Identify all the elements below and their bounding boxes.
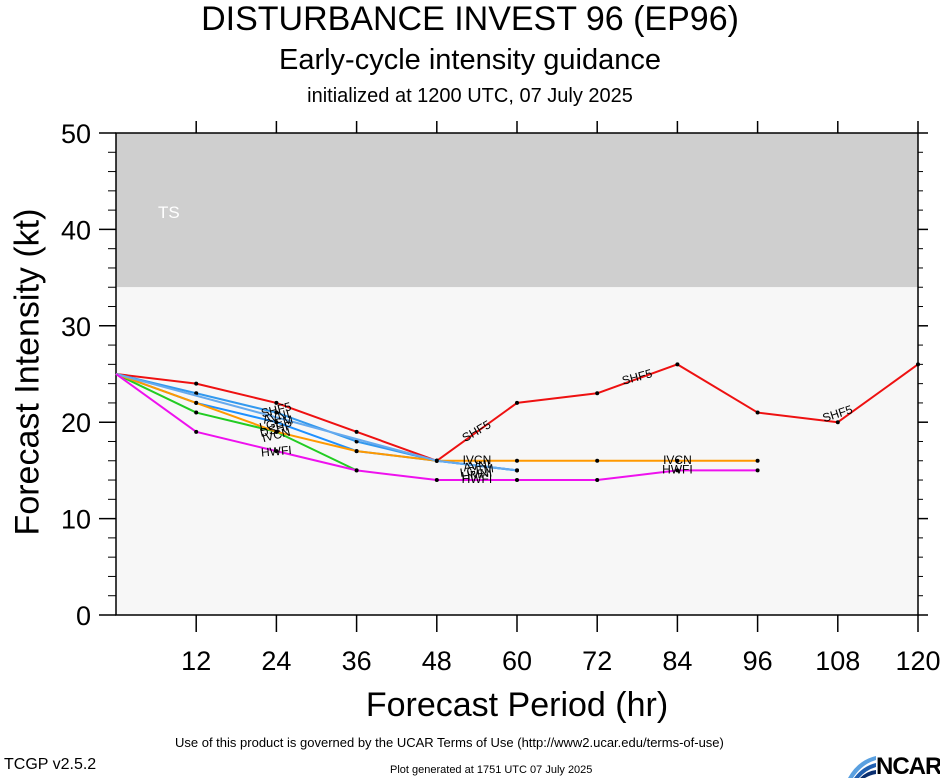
x-tick-label: 48: [422, 646, 452, 676]
intensity-band-ts: [116, 133, 918, 288]
model-label-ivcn: IVCN: [663, 453, 692, 467]
series-point-ivcn: [274, 429, 279, 434]
series-point-shf5: [835, 420, 840, 425]
model-label-avni: AVNI: [462, 457, 491, 475]
series-point-ivcn: [194, 400, 199, 405]
series-point-hmni: [515, 468, 519, 473]
series-point-dshp: [194, 410, 199, 415]
series-point-shf5: [916, 362, 920, 367]
y-tick-label: 50: [61, 119, 91, 149]
chart-title: DISTURBANCE INVEST 96 (EP96): [201, 0, 739, 38]
series-point-shf5: [274, 400, 279, 405]
x-tick-label: 60: [502, 646, 532, 676]
model-label-hwfi: HWFI: [260, 443, 292, 460]
series-point-avni: [354, 439, 359, 444]
band-label-ts: TS: [158, 203, 180, 222]
series-point-shf5: [755, 410, 760, 415]
series-point-hwfi: [515, 478, 519, 483]
series-point-ivcn: [595, 458, 600, 463]
x-tick-label: 96: [743, 646, 773, 676]
x-tick-label: 24: [261, 646, 291, 676]
x-tick-label: 108: [815, 646, 860, 676]
x-tick-label: 72: [582, 646, 612, 676]
chart-subtitle: Early-cycle intensity guidance: [278, 44, 661, 76]
ncar-logo: NCAR: [846, 752, 940, 780]
series-line-dshp: [115, 373, 358, 472]
series-point-shf5: [595, 391, 600, 396]
series-point-avni: [194, 391, 199, 396]
series-point-lgem: [274, 420, 279, 425]
model-label-ivcn: IVCN: [463, 453, 492, 467]
series-point-hwfi: [354, 468, 359, 473]
series-point-ivcn: [354, 449, 359, 454]
x-tick-label: 120: [895, 646, 940, 676]
init-time: initialized at 1200 UTC, 07 July 2025: [307, 85, 633, 107]
series-point-hwfi: [675, 468, 680, 473]
intensity-band-below-ts: [116, 287, 918, 615]
y-tick-label: 40: [61, 215, 91, 245]
series-point-hwfi: [595, 478, 600, 483]
series-point-hmni: [434, 458, 439, 463]
series-point-ivcn: [755, 458, 760, 463]
model-label-lgem: LGEM: [459, 461, 495, 480]
y-tick-label: 20: [61, 408, 91, 438]
series-point-shf5: [675, 362, 680, 367]
series-point-shf5: [354, 429, 359, 434]
model-label-hwfi: HWFI: [462, 472, 493, 486]
x-tick-label: 12: [181, 646, 211, 676]
ncar-logo-mark-icon: [848, 756, 876, 778]
x-tick-label: 84: [662, 646, 692, 676]
y-tick-label: 10: [61, 505, 91, 535]
series-point-hwfi: [755, 468, 760, 473]
model-label-hmni: HMNI: [461, 465, 493, 483]
ncar-logo-text: NCAR: [876, 753, 940, 780]
model-label-avni: AVNI: [261, 407, 291, 427]
series-point-avni: [274, 410, 279, 415]
series-point-hwfi: [274, 449, 279, 454]
series-point-hwfi: [194, 429, 199, 434]
y-tick-label: 0: [76, 601, 91, 631]
series-point-shf5: [194, 381, 199, 386]
model-label-ivcn: IVCN: [261, 425, 292, 446]
model-label-hwfi: HWFI: [662, 463, 693, 477]
version-label: TCGP v2.5.2: [4, 756, 97, 773]
y-axis-label: Forecast Intensity (kt): [8, 208, 47, 536]
terms-of-use: Use of this product is governed by the U…: [175, 735, 724, 750]
series-point-shf5: [515, 400, 519, 405]
series-point-ivcn: [675, 458, 680, 463]
series-point-hwfi: [434, 478, 439, 483]
series-point-ivcn: [515, 458, 519, 463]
x-axis-label: Forecast Period (hr): [365, 686, 669, 724]
x-tick-label: 36: [342, 646, 372, 676]
generated-time: Plot generated at 1751 UTC 07 July 2025: [390, 764, 593, 776]
y-tick-label: 30: [61, 312, 91, 342]
